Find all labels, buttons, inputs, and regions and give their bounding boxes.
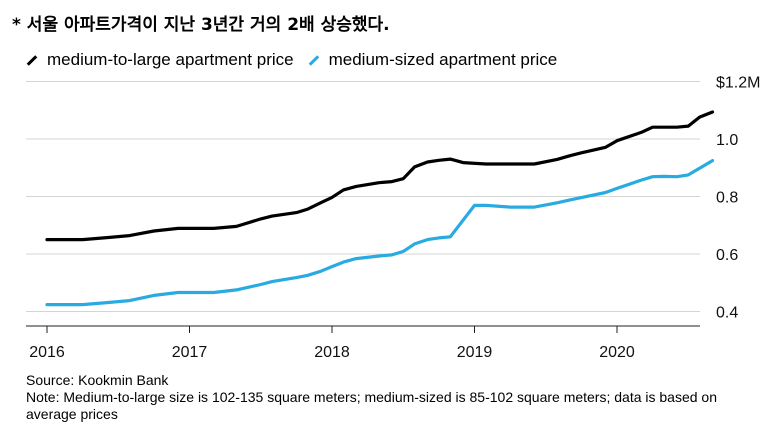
x-tick-label-3: 2019 xyxy=(457,344,493,361)
y-tick-label-4: $1.2M xyxy=(716,75,760,92)
y-tick-label-3: 1.0 xyxy=(716,132,738,149)
x-tick-label-4: 2020 xyxy=(599,344,635,361)
x-tick-label-1: 2017 xyxy=(172,344,208,361)
y-tick-label-0: 0.4 xyxy=(716,305,738,322)
legend-item-large: medium-to-large apartment price xyxy=(26,50,294,70)
chart-title: * 서울 아파트가격이 지난 3년간 거의 2배 상승했다. xyxy=(12,15,390,35)
y-tick-label-2: 0.8 xyxy=(716,190,738,207)
legend-label-large: medium-to-large apartment price xyxy=(47,50,294,69)
legend-label-medium: medium-sized apartment price xyxy=(328,50,558,69)
legend: medium-to-large apartment price medium-s… xyxy=(26,50,571,70)
x-tick-label-0: 2016 xyxy=(29,344,65,361)
size-note: Note: Medium-to-large size is 102-135 sq… xyxy=(26,389,717,422)
source-note: Source: Kookmin Bank xyxy=(26,372,169,388)
price-chart: 0.4 0.6 0.8 1.0 $1.2M 2016 2017 2018 2019 2020 xyxy=(26,75,760,361)
legend-item-medium: medium-sized apartment price xyxy=(308,50,558,70)
series-line-0 xyxy=(45,110,715,242)
x-tick-label-2: 2018 xyxy=(314,344,350,361)
series-line-1 xyxy=(45,159,715,307)
chart-notes: Source: Kookmin Bank Note: Medium-to-lar… xyxy=(26,372,756,423)
y-tick-label-1: 0.6 xyxy=(716,247,738,264)
